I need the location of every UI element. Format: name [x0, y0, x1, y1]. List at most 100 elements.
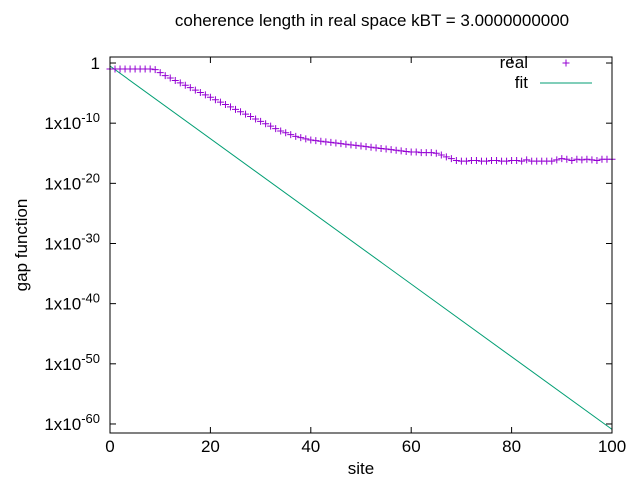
legend-marker-plus — [562, 59, 570, 67]
y-tick-label-exponent: -20 — [81, 170, 100, 185]
data-point-real — [206, 93, 214, 101]
data-point-real — [322, 138, 330, 146]
data-point-real — [252, 115, 260, 123]
chart-title: coherence length in real space kBT = 3.0… — [175, 11, 569, 30]
data-point-real — [342, 140, 350, 148]
data-point-real — [568, 156, 576, 164]
data-point-real — [548, 157, 556, 165]
y-tick-label: 1x10-30 — [44, 230, 100, 253]
data-point-real — [257, 117, 265, 125]
data-point-real — [332, 139, 340, 147]
data-point-real — [176, 79, 184, 87]
y-tick-label-exponent: -60 — [81, 411, 100, 426]
data-point-real — [432, 149, 440, 157]
x-axis: 0 20 40 60 80 100 — [105, 57, 626, 456]
y-tick-label-base: 1 — [91, 54, 100, 73]
data-point-real — [518, 157, 526, 165]
y-tick-label: 1x10-60 — [44, 411, 100, 434]
data-point-real — [583, 155, 591, 163]
legend-label-real: real — [500, 53, 528, 72]
legend-marker-real — [562, 59, 570, 67]
data-point-real — [317, 137, 325, 145]
x-tick-label: 0 — [105, 437, 114, 456]
data-point-real — [327, 138, 335, 146]
data-point-real — [442, 153, 450, 161]
data-point-real — [221, 101, 229, 109]
data-point-real — [362, 143, 370, 151]
data-point-real — [186, 84, 194, 92]
plot-frame — [109, 56, 613, 434]
data-point-real — [513, 156, 521, 164]
data-point-real — [493, 156, 501, 164]
data-point-real — [337, 140, 345, 148]
data-point-real — [302, 135, 310, 143]
data-point-real — [242, 110, 250, 118]
data-point-real — [437, 151, 445, 159]
series-line-fit — [109, 65, 613, 430]
data-point-real — [307, 136, 315, 144]
data-point-real — [352, 141, 360, 149]
data-point-real — [247, 113, 255, 121]
data-point-real — [262, 120, 270, 128]
y-tick-label-base: 1x10 — [44, 174, 81, 193]
data-point-real — [382, 145, 390, 153]
data-point-real — [357, 142, 365, 150]
data-point-real — [593, 156, 601, 164]
y-tick-label-base: 1x10 — [44, 415, 81, 434]
data-point-real — [427, 149, 435, 157]
data-point-real — [462, 157, 470, 165]
plot-area — [106, 65, 616, 430]
data-point-real — [166, 74, 174, 82]
data-point-real — [232, 105, 239, 113]
data-point-real — [211, 96, 219, 104]
data-point-real — [452, 156, 460, 164]
data-point-real — [292, 132, 300, 140]
y-tick-label-exponent: -30 — [81, 230, 100, 245]
data-point-real — [171, 76, 179, 84]
y-tick-label-exponent: -50 — [81, 351, 100, 366]
data-point-real — [201, 91, 209, 99]
data-point-real — [156, 69, 164, 77]
y-tick-label-base: 1x10 — [44, 234, 81, 253]
x-tick-label: 100 — [598, 437, 626, 456]
data-point-real — [472, 156, 480, 164]
y-tick-label-exponent: -10 — [81, 110, 100, 125]
data-point-real — [196, 88, 204, 96]
y-tick-label-base: 1x10 — [44, 355, 81, 374]
data-point-real — [347, 141, 355, 149]
data-point-real — [377, 144, 385, 152]
legend: real fit — [500, 53, 592, 92]
y-tick-label-exponent: -40 — [81, 291, 100, 306]
data-point-real — [191, 86, 199, 94]
x-axis-label: site — [348, 459, 374, 478]
data-point-real — [402, 147, 410, 155]
data-point-real — [272, 125, 280, 133]
data-point-real — [523, 156, 531, 164]
data-point-real — [553, 156, 561, 164]
data-point-real — [267, 122, 275, 130]
y-axis-label: gap function — [12, 199, 31, 292]
y-tick-label: 1x10-50 — [44, 351, 100, 374]
y-tick-label: 1x10-40 — [44, 291, 100, 314]
y-tick-label: 1x10-20 — [44, 170, 100, 193]
data-point-real — [483, 157, 490, 165]
y-tick-label: 1x10-10 — [44, 110, 100, 133]
data-point-real — [287, 131, 295, 139]
data-point-real — [588, 156, 596, 164]
data-point-real — [447, 155, 455, 163]
x-tick-label: 40 — [301, 437, 320, 456]
data-point-real — [282, 129, 290, 137]
x-tick-label: 80 — [502, 437, 521, 456]
data-point-real — [146, 65, 154, 73]
legend-label-fit: fit — [515, 73, 529, 92]
data-point-real — [151, 66, 159, 74]
x-tick-label: 60 — [402, 437, 421, 456]
data-point-real — [161, 72, 169, 80]
data-point-real — [412, 148, 420, 156]
data-point-real — [558, 155, 566, 163]
data-point-real — [578, 156, 586, 164]
y-axis: 11x10-101x10-201x10-301x10-401x10-501x10… — [44, 54, 612, 434]
y-tick-label: 1 — [91, 54, 100, 73]
data-point-real — [392, 146, 400, 154]
